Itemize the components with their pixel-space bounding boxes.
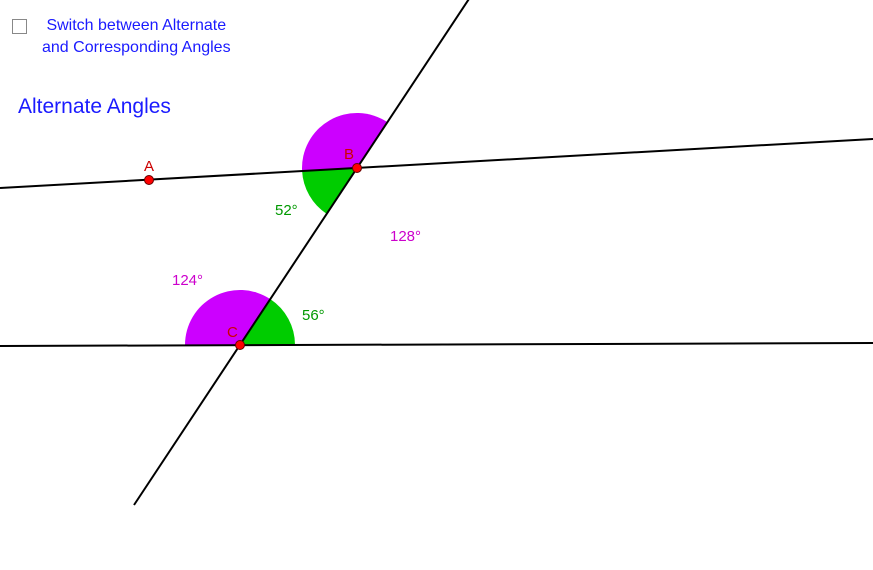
toggle-label-line1: Switch between Alternate bbox=[46, 17, 226, 34]
angle-label-b-magenta: 128° bbox=[390, 228, 421, 245]
point-label-a: A bbox=[144, 158, 154, 175]
toggle-label-line2: and Corresponding Angles bbox=[42, 39, 231, 56]
point-label-c: C bbox=[227, 324, 238, 341]
point-label-b: B bbox=[344, 146, 354, 163]
diagram-title: Alternate Angles bbox=[18, 95, 171, 119]
angle-label-b-green: 52° bbox=[275, 202, 298, 219]
toggle-container: Switch between Alternate and Correspondi… bbox=[12, 15, 231, 60]
angle-label-c-magenta: 124° bbox=[172, 272, 203, 289]
angle-label-c-green: 56° bbox=[302, 307, 325, 324]
toggle-label: Switch between Alternate and Correspondi… bbox=[42, 15, 231, 60]
geometry-diagram bbox=[0, 0, 873, 570]
toggle-checkbox[interactable] bbox=[12, 19, 27, 34]
